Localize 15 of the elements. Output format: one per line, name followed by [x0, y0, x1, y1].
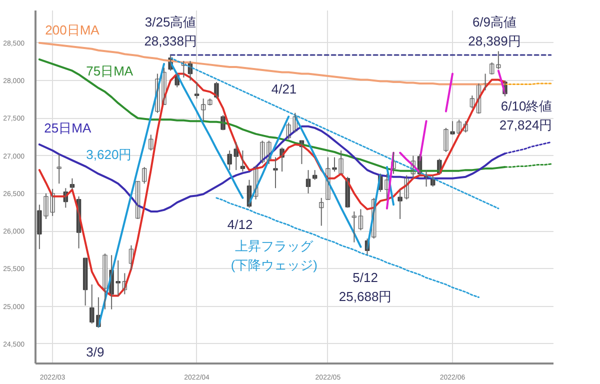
annotation: 3/9: [86, 344, 104, 360]
annotation: 3/25高値 28,338円: [144, 14, 197, 48]
annotation: 4/21: [271, 81, 297, 96]
annotation: 3,620円: [86, 147, 132, 162]
line-series: [170, 57, 500, 210]
line-series: [399, 152, 421, 174]
annotation: 200日MA: [45, 22, 100, 38]
annotation: 6/10終値 27,824円: [499, 98, 552, 133]
annotation: 75日MA: [86, 64, 134, 79]
annotation: 上昇フラッグ (下降ウェッジ): [230, 238, 318, 273]
annotation: 6/9高値 28,389円: [468, 14, 521, 48]
candlestick: [56, 154, 62, 184]
annotation: 4/12: [227, 216, 253, 232]
annotation: 5/12 25,688円: [338, 270, 392, 304]
annotation: 25日MA: [44, 120, 92, 136]
